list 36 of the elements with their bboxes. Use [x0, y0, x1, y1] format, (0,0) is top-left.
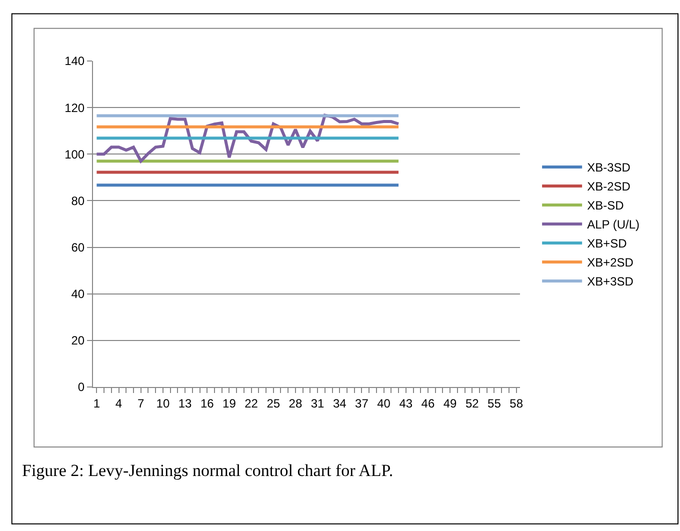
legend-label: XB+2SD	[587, 256, 634, 270]
y-tick-label: 120	[64, 100, 85, 115]
y-tick-label: 40	[71, 287, 85, 302]
x-tick-label: 25	[266, 396, 280, 410]
y-tick-label: 80	[71, 194, 85, 208]
x-tick-label: 46	[421, 396, 435, 410]
x-tick-label: 10	[156, 396, 170, 410]
x-tick-label: 52	[465, 396, 480, 410]
x-tick-label: 55	[488, 396, 502, 410]
x-tick-label: 37	[355, 396, 369, 410]
x-tick-label: 34	[332, 396, 347, 410]
legend-label: XB+SD	[587, 236, 628, 251]
x-tick-label: 40	[377, 396, 391, 410]
y-tick-label: 100	[64, 147, 85, 162]
x-tick-label: 13	[178, 396, 192, 410]
y-tick-label: 60	[71, 240, 85, 254]
legend-label: ALP (U/L)	[587, 218, 640, 232]
x-tick-label: 16	[200, 396, 214, 410]
y-tick-label: 20	[71, 334, 85, 348]
x-tick-label: 1	[93, 396, 100, 410]
x-tick-label: 43	[399, 396, 413, 410]
legend-label: XB+3SD	[587, 274, 634, 289]
x-tick-label: 58	[510, 396, 524, 410]
y-tick-label: 0	[78, 380, 85, 394]
x-tick-label: 22	[244, 396, 258, 410]
legend-label: XB-SD	[587, 198, 624, 213]
legend-label: XB-3SD	[587, 160, 631, 175]
x-tick-label: 49	[443, 396, 458, 410]
legend-label: XB-2SD	[587, 180, 631, 194]
x-tick-label: 28	[288, 396, 302, 410]
x-tick-label: 7	[138, 396, 145, 410]
x-tick-label: 31	[310, 396, 325, 410]
x-tick-label: 4	[115, 396, 122, 410]
caption: Figure 2: Levy-Jennings normal control chart for ALP.	[22, 461, 394, 480]
x-tick-label: 19	[222, 396, 236, 410]
y-tick-label: 140	[64, 54, 85, 68]
